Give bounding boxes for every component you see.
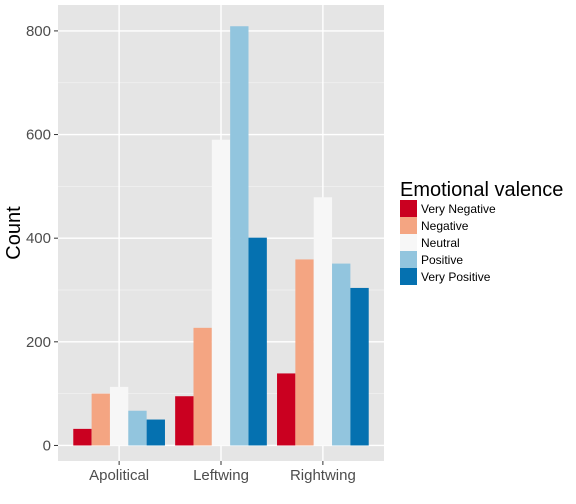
- legend-label: Negative: [421, 219, 469, 233]
- y-tick-label: 800: [26, 23, 51, 40]
- x-tick-label: Apolitical: [89, 467, 149, 484]
- bar-rightwing-very-negative: [277, 373, 296, 446]
- x-tick-label: Rightwing: [290, 467, 356, 484]
- x-axis: Apolitical Leftwing Rightwing: [89, 461, 356, 484]
- y-axis-title: Count: [3, 206, 25, 260]
- y-axis: 0 200 400 600 800: [26, 23, 58, 454]
- legend-key: [400, 217, 417, 234]
- legend-label: Positive: [421, 253, 463, 267]
- legend-key: [400, 251, 417, 268]
- bar-apolitical-positive: [128, 410, 147, 446]
- bar-leftwing-very-negative: [175, 396, 194, 446]
- y-tick-label: 400: [26, 230, 51, 247]
- bar-leftwing-neutral: [211, 139, 231, 446]
- bar-rightwing-negative: [295, 259, 314, 446]
- legend-title: Emotional valence: [400, 179, 563, 201]
- bar-apolitical-negative: [91, 393, 110, 446]
- legend-label: Very Negative: [421, 202, 496, 216]
- bar-leftwing-very-positive: [248, 237, 267, 446]
- bar-apolitical-very-negative: [73, 428, 92, 446]
- bars: [73, 26, 369, 446]
- y-tick-label: 200: [26, 334, 51, 351]
- y-tick-label: 600: [26, 127, 51, 144]
- bar-rightwing-neutral: [313, 197, 333, 446]
- bar-leftwing-positive: [230, 26, 249, 446]
- bar-leftwing-negative: [193, 327, 212, 446]
- y-tick-label: 0: [43, 437, 51, 454]
- legend-label: Very Positive: [421, 270, 491, 284]
- bar-apolitical-neutral: [109, 386, 129, 446]
- legend: Emotional valence Very Negative Negative N…: [400, 179, 563, 285]
- bar-rightwing-positive: [332, 263, 351, 446]
- x-tick-label: Leftwing: [193, 467, 249, 484]
- legend-key: [400, 200, 417, 217]
- legend-label: Neutral: [421, 236, 460, 250]
- legend-key: [400, 234, 417, 251]
- bar-apolitical-very-positive: [146, 419, 165, 446]
- legend-key: [400, 268, 417, 285]
- bar-rightwing-very-positive: [350, 287, 369, 446]
